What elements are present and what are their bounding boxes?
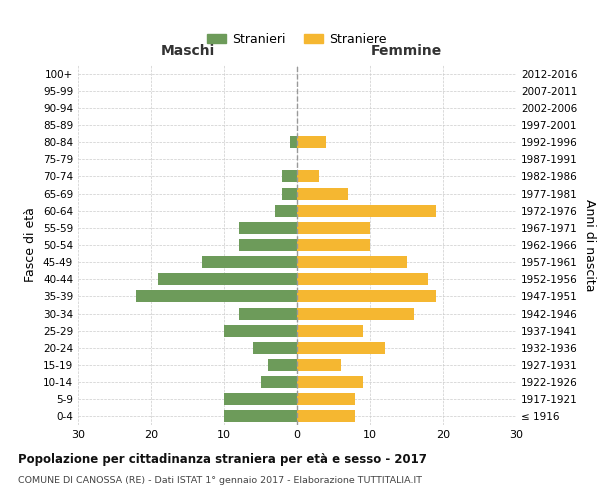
Bar <box>158 274 297 285</box>
Bar <box>297 342 385 354</box>
Bar <box>297 394 355 406</box>
Bar <box>297 239 370 251</box>
Bar <box>253 342 297 354</box>
Bar <box>297 188 348 200</box>
Bar <box>297 256 407 268</box>
Text: Maschi: Maschi <box>160 44 215 58</box>
Bar <box>224 394 297 406</box>
Bar <box>297 274 428 285</box>
Bar <box>239 239 297 251</box>
Text: COMUNE DI CANOSSA (RE) - Dati ISTAT 1° gennaio 2017 - Elaborazione TUTTITALIA.IT: COMUNE DI CANOSSA (RE) - Dati ISTAT 1° g… <box>18 476 422 485</box>
Bar <box>136 290 297 302</box>
Bar <box>275 204 297 216</box>
Bar <box>297 359 341 371</box>
Legend: Stranieri, Straniere: Stranieri, Straniere <box>202 28 392 51</box>
Bar <box>297 204 436 216</box>
Bar <box>297 170 319 182</box>
Bar <box>224 410 297 422</box>
Bar <box>260 376 297 388</box>
Bar <box>224 324 297 336</box>
Bar <box>297 324 362 336</box>
Bar <box>297 376 362 388</box>
Bar <box>239 222 297 234</box>
Bar <box>297 222 370 234</box>
Bar <box>297 290 436 302</box>
Bar <box>268 359 297 371</box>
Bar <box>283 170 297 182</box>
Y-axis label: Anni di nascita: Anni di nascita <box>583 198 596 291</box>
Text: Femmine: Femmine <box>371 44 442 58</box>
Bar <box>297 308 414 320</box>
Bar <box>297 136 326 148</box>
Bar <box>297 410 355 422</box>
Bar <box>290 136 297 148</box>
Bar <box>202 256 297 268</box>
Y-axis label: Fasce di età: Fasce di età <box>25 208 37 282</box>
Bar <box>239 308 297 320</box>
Text: Popolazione per cittadinanza straniera per età e sesso - 2017: Popolazione per cittadinanza straniera p… <box>18 452 427 466</box>
Bar <box>283 188 297 200</box>
